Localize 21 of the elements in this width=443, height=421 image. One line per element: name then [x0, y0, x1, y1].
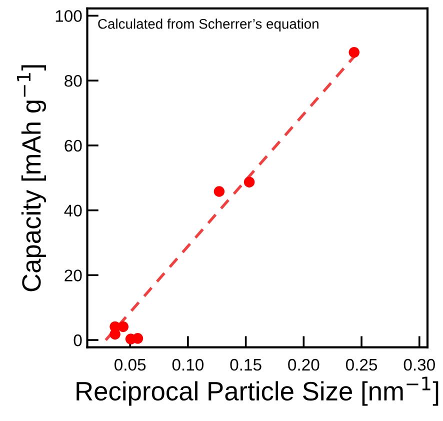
- y-tick-label: 0: [74, 334, 82, 346]
- point: [118, 321, 129, 332]
- point: [348, 46, 360, 58]
- y-axis-title: Capacity [mAh g$^{−1}$]: [16, 65, 46, 292]
- annotation: Calculated from Scherrer’s equation: [98, 18, 318, 32]
- x-tick-label: 0.15: [230, 358, 262, 371]
- y-tick-label: 60: [64, 140, 82, 152]
- x-tick-label: 0.30: [404, 358, 435, 371]
- y-tick-label: 20: [64, 270, 82, 282]
- y-tick-label: 100: [56, 10, 82, 22]
- x-axis-title: Reciprocal Particle Size [nm$^{−1}$]: [76, 376, 438, 406]
- point: [244, 176, 255, 188]
- x-tick-label: 0.05: [114, 358, 146, 371]
- x-tick-label: 0.20: [288, 358, 320, 371]
- point: [110, 328, 120, 340]
- x-tick-label: 0.25: [346, 358, 378, 371]
- y-tick-label: 80: [64, 74, 82, 87]
- x-tick-label: 0.10: [172, 358, 204, 371]
- point: [214, 186, 225, 197]
- point: [132, 333, 144, 344]
- y-tick-label: 40: [64, 204, 82, 217]
